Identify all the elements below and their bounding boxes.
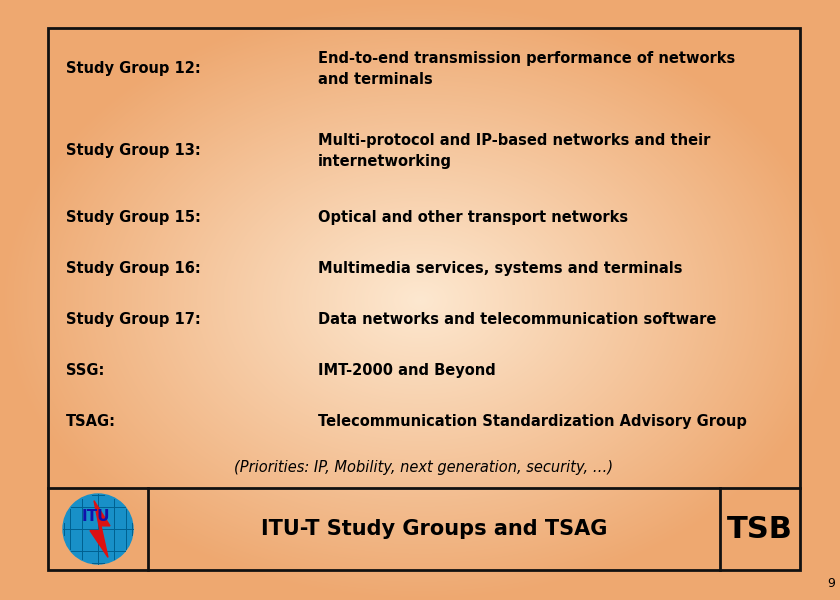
Text: Study Group 17:: Study Group 17: — [66, 312, 201, 327]
Text: TSB: TSB — [727, 514, 793, 544]
Text: Study Group 13:: Study Group 13: — [66, 143, 201, 158]
Text: 9: 9 — [827, 577, 835, 590]
Text: End-to-end transmission performance of networks
and terminals: End-to-end transmission performance of n… — [318, 51, 735, 87]
Circle shape — [63, 494, 133, 564]
Text: Study Group 15:: Study Group 15: — [66, 209, 201, 224]
Text: ITU-T Study Groups and TSAG: ITU-T Study Groups and TSAG — [260, 519, 607, 539]
Text: SSG:: SSG: — [66, 363, 104, 378]
Text: Data networks and telecommunication software: Data networks and telecommunication soft… — [318, 312, 717, 327]
Text: Multimedia services, systems and terminals: Multimedia services, systems and termina… — [318, 261, 683, 276]
Text: ITU: ITU — [81, 509, 110, 524]
Text: (Priorities: IP, Mobility, next generation, security, …): (Priorities: IP, Mobility, next generati… — [234, 460, 613, 475]
Text: Study Group 16:: Study Group 16: — [66, 261, 201, 276]
Polygon shape — [90, 500, 110, 557]
Text: Multi-protocol and IP-based networks and their
internetworking: Multi-protocol and IP-based networks and… — [318, 133, 711, 169]
Text: Optical and other transport networks: Optical and other transport networks — [318, 209, 628, 224]
Text: IMT-2000 and Beyond: IMT-2000 and Beyond — [318, 363, 496, 378]
Text: Study Group 12:: Study Group 12: — [66, 61, 201, 76]
Text: TSAG:: TSAG: — [66, 414, 116, 429]
Text: Telecommunication Standardization Advisory Group: Telecommunication Standardization Adviso… — [318, 414, 747, 429]
